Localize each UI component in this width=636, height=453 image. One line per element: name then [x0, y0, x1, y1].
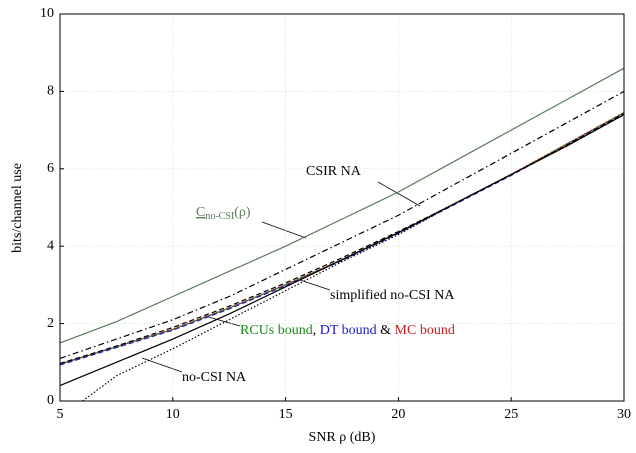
y-tick-label: 6 — [47, 161, 54, 176]
annotation-part: (ρ) — [234, 205, 251, 220]
annotation-part: DT bound — [320, 323, 377, 338]
annotation-part: & — [377, 323, 395, 338]
annotation-part: , — [313, 323, 320, 338]
plot-frame — [59, 13, 625, 402]
annotation: simplified no-CSI NA — [330, 288, 455, 303]
annotation: no-CSI NA — [182, 370, 247, 385]
leader — [261, 221, 307, 239]
annotation: RCUs bound, DT bound & MC bound — [240, 323, 455, 338]
annotation-part: MC bound — [395, 323, 455, 338]
y-tick-label: 4 — [47, 238, 54, 253]
y-tick-label: 2 — [47, 316, 54, 331]
annotations: CSIR NA Cno-CSI(ρ) simplified no-CSI NA … — [141, 164, 455, 385]
annotation: CSIR NA — [306, 164, 362, 179]
series-line — [59, 112, 625, 366]
y-tick-label: 0 — [47, 393, 54, 408]
annotation: Cno-CSI(ρ) — [196, 205, 251, 222]
x-tick-label: 25 — [504, 407, 518, 422]
annotation-part: C — [196, 205, 205, 220]
series-line — [59, 113, 625, 365]
x-tick-label: 20 — [391, 407, 405, 422]
series-line — [59, 114, 625, 387]
y-tick-label: 8 — [47, 84, 54, 99]
x-tick-label: 30 — [617, 407, 631, 422]
leader — [204, 315, 241, 327]
x-axis-label: SNR ρ (dB) — [309, 430, 376, 445]
y-tick-label: 10 — [40, 6, 54, 21]
x-tick-label: 5 — [57, 407, 64, 422]
leader — [299, 279, 331, 291]
series-line — [59, 90, 625, 359]
annotation-part: no-CSI — [205, 211, 234, 222]
series-line — [59, 67, 625, 344]
annotation-part: RCUs bound — [240, 323, 313, 338]
x-tick-label: 15 — [279, 407, 293, 422]
series-line — [82, 114, 625, 402]
leader — [377, 181, 421, 207]
y-axis-label: bits/channel use — [10, 163, 25, 253]
x-tick-label: 10 — [166, 407, 180, 422]
